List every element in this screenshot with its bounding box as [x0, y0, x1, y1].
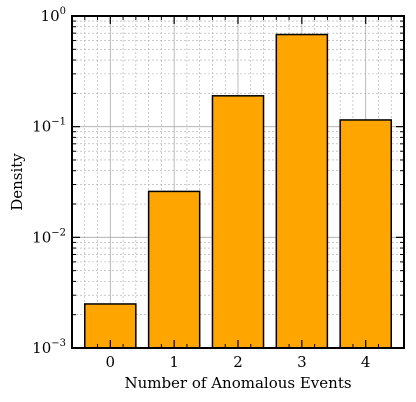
x-tick-labels: 0 1 2 3 4: [106, 353, 371, 371]
x-tick-label: 3: [297, 353, 307, 371]
x-tick-label: 4: [361, 353, 371, 371]
y-axis-label: Density: [8, 153, 26, 211]
y-tick-label: 100: [41, 6, 66, 25]
bar-1: [147, 190, 201, 349]
y-tick-label: 10−1: [32, 117, 66, 136]
x-tick-label: 2: [233, 353, 243, 371]
y-tick-label: 10−3: [32, 338, 66, 357]
bars: [84, 33, 392, 349]
x-axis-label: Number of Anomalous Events: [124, 374, 351, 392]
y-tick-labels: 10−3 10−2 10−1 100: [32, 6, 66, 357]
x-tick-label: 1: [169, 353, 179, 371]
bar-2: [211, 95, 265, 349]
bar-3: [275, 33, 329, 349]
y-tick-label: 10−2: [32, 227, 66, 246]
axis-ticks: [71, 16, 405, 349]
bar-4: [339, 119, 392, 349]
x-tick-label: 0: [106, 353, 116, 371]
